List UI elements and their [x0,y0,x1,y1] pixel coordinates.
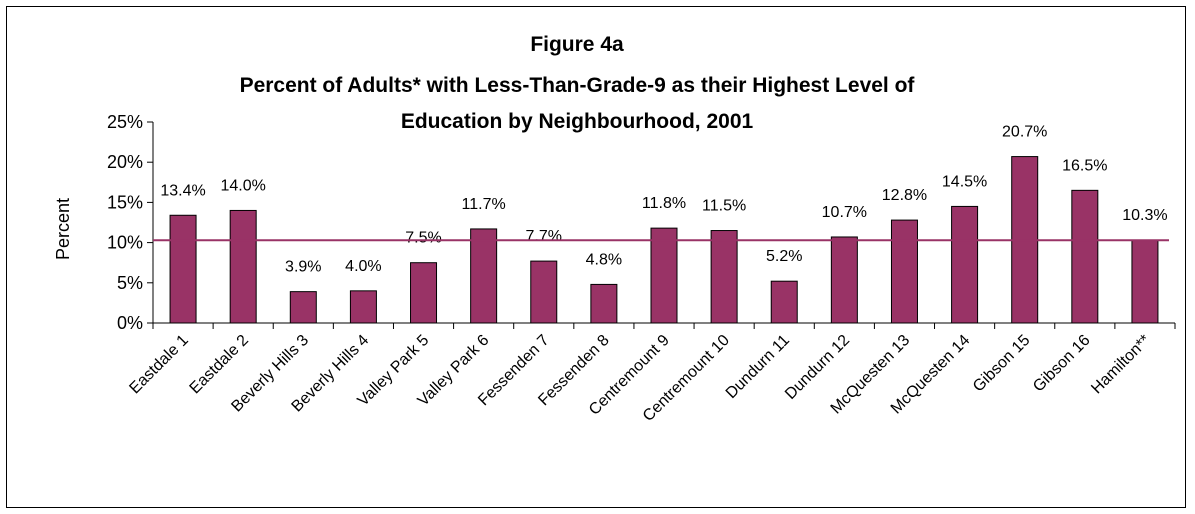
bar [890,219,918,324]
bar [1071,189,1099,324]
bar [650,227,678,324]
bar [410,262,438,324]
chart-subtitle-line-2: Education by Neighbourhood, 2001 [401,110,754,133]
bar [1131,239,1159,324]
y-tick-label: 0% [117,313,143,333]
bar [830,236,858,324]
data-label: 10.7% [822,204,867,221]
data-label: 7.5% [405,230,441,247]
data-label: 4.8% [586,251,622,268]
data-label: 11.5% [702,198,746,215]
data-label: 10.3% [1122,207,1167,224]
category-label: Gibson 16 [1030,332,1094,396]
plot-area: 0% 5% 10% 15% 20% 25% 13.4% Eastdale 1 14.0% East… [107,112,1176,425]
data-label: 7.7% [526,228,562,245]
bar [951,205,979,324]
y-tick-label: 15% [107,192,143,212]
chart-title: Figure 4a [530,33,624,56]
data-label: 4.0% [345,258,381,275]
bar [770,280,798,324]
bar [169,214,197,324]
category-label: Gibson 15 [970,332,1034,396]
y-tick-label: 5% [117,273,143,293]
data-label: 16.5% [1062,157,1107,174]
data-label: 11.8% [642,195,686,212]
chart-subtitle-line-1: Percent of Adults* with Less-Than-Grade-… [240,74,916,97]
bar [470,228,498,324]
bar-chart: Figure 4a Percent of Adults* with Less-T… [53,33,1176,425]
bar [229,209,257,324]
category-label: Hamilton** [1088,332,1153,397]
bar [349,290,377,324]
y-tick-label: 10% [107,233,143,253]
data-label: 13.4% [160,182,205,199]
data-label: 20.7% [1002,124,1047,141]
data-label: 3.9% [285,259,321,276]
y-tick-label: 25% [107,112,143,132]
chart-frame: Figure 4a Percent of Adults* with Less-T… [6,6,1186,508]
data-label: 12.8% [882,187,927,204]
bar [590,283,618,324]
category-label: Eastdale 2 [187,332,253,398]
y-axis-label: Percent [53,198,73,260]
category-label: Eastdale 1 [126,332,192,398]
data-label: 11.7% [462,196,506,213]
data-label: 14.0% [220,177,265,194]
bar [710,230,738,324]
data-label: 5.2% [766,248,802,265]
bar [530,260,558,324]
data-label: 14.5% [942,173,987,190]
bar [289,291,317,324]
y-tick-label: 20% [107,152,143,172]
